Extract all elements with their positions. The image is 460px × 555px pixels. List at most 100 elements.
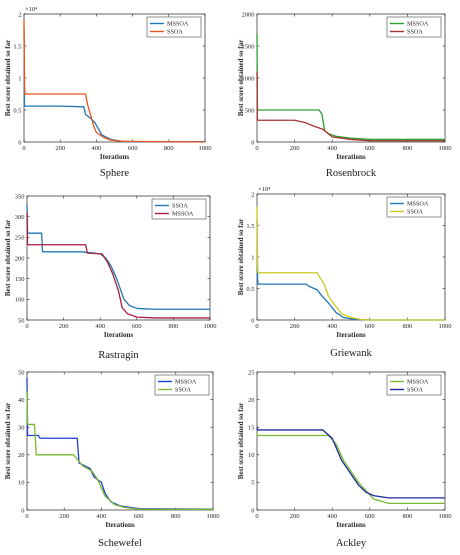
x-tick-label: 800 xyxy=(169,323,179,330)
series-line-ssoa xyxy=(23,20,206,143)
x-tick-label: 600 xyxy=(365,513,375,520)
y-tick-label: 0 xyxy=(251,139,254,146)
x-tick-label: 200 xyxy=(290,145,300,152)
x-tick-label: 600 xyxy=(134,513,144,520)
x-tick-label: 1000 xyxy=(199,145,212,152)
x-axis-label: Iterations xyxy=(104,331,133,339)
chart-caption: Griewank xyxy=(330,348,372,359)
y-tick-label: 0.5 xyxy=(246,286,254,293)
x-axis-label: Iterations xyxy=(336,521,365,529)
y-tick-label: 20 xyxy=(248,397,255,404)
y-tick-label: 100 xyxy=(15,297,25,304)
x-tick-label: 400 xyxy=(327,323,337,330)
x-tick-label: 800 xyxy=(403,145,413,152)
y-tick-label: 10 xyxy=(18,480,25,487)
x-tick-label: 1000 xyxy=(439,513,452,520)
y-tick-label: 2 xyxy=(18,11,21,18)
y-tick-label: 2 xyxy=(251,191,254,198)
y-axis-label: Best score obtained so far xyxy=(4,403,12,479)
legend-entry: SSOA xyxy=(172,203,188,210)
series-line-ssoa xyxy=(26,391,214,511)
chart-panel-2: 0 200 400 600 800 1000 50 100 150 200 250 300 350 SSO… xyxy=(4,193,217,361)
x-axis-label: Iterations xyxy=(100,153,129,161)
legend-entry: MSSOA xyxy=(407,379,429,386)
y-tick-label: 1 xyxy=(251,254,254,261)
x-tick-label: 400 xyxy=(92,145,102,152)
x-tick-label: 200 xyxy=(290,513,300,520)
series-line-ssoa xyxy=(26,204,210,310)
chart-panel-1: 0 200 400 600 800 1000 0 500 1000 1500 2000 MSSOASS… xyxy=(237,11,452,179)
y-tick-label: 10 xyxy=(248,452,255,459)
x-tick-label: 0 xyxy=(255,145,258,152)
y-tick-label: 25 xyxy=(248,369,255,376)
series-line-ssoa xyxy=(256,427,445,499)
y-tick-label: 20 xyxy=(18,452,25,459)
y-tick-label: 250 xyxy=(15,235,25,242)
series-line-mssoa xyxy=(256,219,445,321)
x-tick-label: 400 xyxy=(327,145,337,152)
legend-entry: SSOA xyxy=(407,29,423,36)
y-tick-label: 50 xyxy=(18,317,25,324)
y-tick-label: 500 xyxy=(245,107,255,114)
x-tick-label: 200 xyxy=(55,145,65,152)
x-tick-label: 200 xyxy=(59,323,69,330)
x-tick-label: 800 xyxy=(403,513,413,520)
x-tick-label: 600 xyxy=(365,145,375,152)
x-tick-label: 1000 xyxy=(207,513,220,520)
x-tick-label: 1000 xyxy=(439,323,452,330)
legend-entry: SSOA xyxy=(407,387,423,394)
y-axis-label: Best score obtained so far xyxy=(4,40,12,116)
x-tick-label: 600 xyxy=(365,323,375,330)
y-exponent-label: ×10⁴ xyxy=(25,6,38,13)
y-tick-label: 0.5 xyxy=(13,107,21,114)
x-tick-label: 0 xyxy=(255,513,258,520)
legend-entry: MSSOA xyxy=(407,21,429,28)
legend-entry: MSSOA xyxy=(167,21,189,28)
chart-caption: Ackley xyxy=(336,538,367,549)
y-tick-label: 0 xyxy=(251,317,254,324)
y-tick-label: 1.5 xyxy=(246,223,254,230)
x-tick-label: 0 xyxy=(255,323,258,330)
x-tick-label: 1000 xyxy=(204,323,217,330)
x-tick-label: 400 xyxy=(97,513,107,520)
y-tick-label: 1.5 xyxy=(13,43,21,50)
x-tick-label: 200 xyxy=(290,323,300,330)
y-tick-label: 300 xyxy=(15,214,25,221)
y-tick-label: 1 xyxy=(18,75,21,82)
chart-caption: Rastragin xyxy=(98,350,139,361)
series-line-ssoa xyxy=(256,206,445,321)
legend-entry: SSOA xyxy=(175,387,191,394)
y-tick-label: 0 xyxy=(18,139,21,146)
y-tick-label: 1000 xyxy=(242,75,255,82)
x-tick-label: 800 xyxy=(403,323,413,330)
x-tick-label: 0 xyxy=(25,513,28,520)
series-line-mssoa xyxy=(256,432,445,505)
chart-caption: Schewefel xyxy=(98,538,142,549)
x-tick-label: 200 xyxy=(59,513,69,520)
x-tick-label: 400 xyxy=(327,513,337,520)
y-axis-label: Best score obtained so far xyxy=(237,219,245,295)
x-axis-label: Iterations xyxy=(336,331,365,339)
x-tick-label: 0 xyxy=(25,323,28,330)
x-tick-label: 0 xyxy=(22,145,25,152)
y-tick-label: 30 xyxy=(18,425,25,432)
x-tick-label: 1000 xyxy=(439,145,452,152)
x-axis-label: Iterations xyxy=(105,521,134,529)
y-tick-label: 5 xyxy=(251,480,254,487)
legend-entry: SSOA xyxy=(167,29,183,36)
y-axis-label: Best score obtained so far xyxy=(237,403,245,479)
x-axis-label: Iterations xyxy=(336,153,365,161)
y-tick-label: 1500 xyxy=(242,43,255,50)
y-tick-label: 150 xyxy=(15,276,25,283)
y-tick-label: 0 xyxy=(21,507,24,514)
